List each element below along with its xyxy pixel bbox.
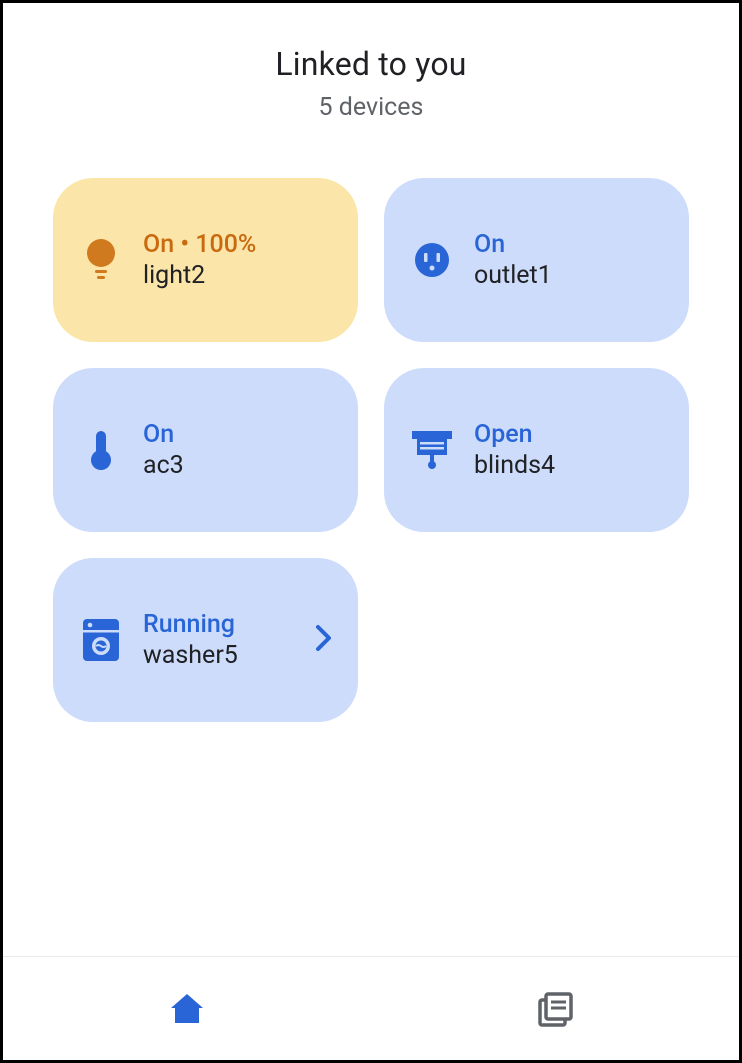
blinds-icon [412,430,452,470]
outlet-icon [412,240,452,280]
device-name: ac3 [143,451,184,480]
device-text: On • 100% light2 [143,230,256,290]
device-status: On [143,420,184,449]
device-status: Open [474,420,555,449]
chevron-right-icon [316,625,332,655]
nav-feed[interactable] [371,957,739,1060]
page-title: Linked to you [3,45,739,83]
device-status: On • 100% [143,230,256,259]
home-icon [167,989,207,1029]
device-text: Open blinds4 [474,420,555,480]
device-name: washer5 [143,641,238,670]
nav-home[interactable] [3,957,371,1060]
header: Linked to you 5 devices [3,3,739,152]
thermostat-icon [81,430,121,470]
device-name: light2 [143,261,256,290]
device-card-outlet1[interactable]: On outlet1 [384,178,689,342]
device-text: Running washer5 [143,610,238,670]
bottom-nav [3,956,739,1060]
device-status: On [474,230,552,259]
device-status: Running [143,610,238,639]
device-name: outlet1 [474,261,552,290]
device-card-light2[interactable]: On • 100% light2 [53,178,358,342]
device-card-washer5[interactable]: Running washer5 [53,558,358,722]
device-card-blinds4[interactable]: Open blinds4 [384,368,689,532]
device-text: On ac3 [143,420,184,480]
lightbulb-icon [81,240,121,280]
device-name: blinds4 [474,451,555,480]
feed-icon [535,989,575,1029]
washer-icon [81,620,121,660]
device-card-ac3[interactable]: On ac3 [53,368,358,532]
devices-grid: On • 100% light2 On outlet1 On [3,152,739,956]
device-text: On outlet1 [474,230,552,290]
device-count: 5 devices [3,93,739,122]
